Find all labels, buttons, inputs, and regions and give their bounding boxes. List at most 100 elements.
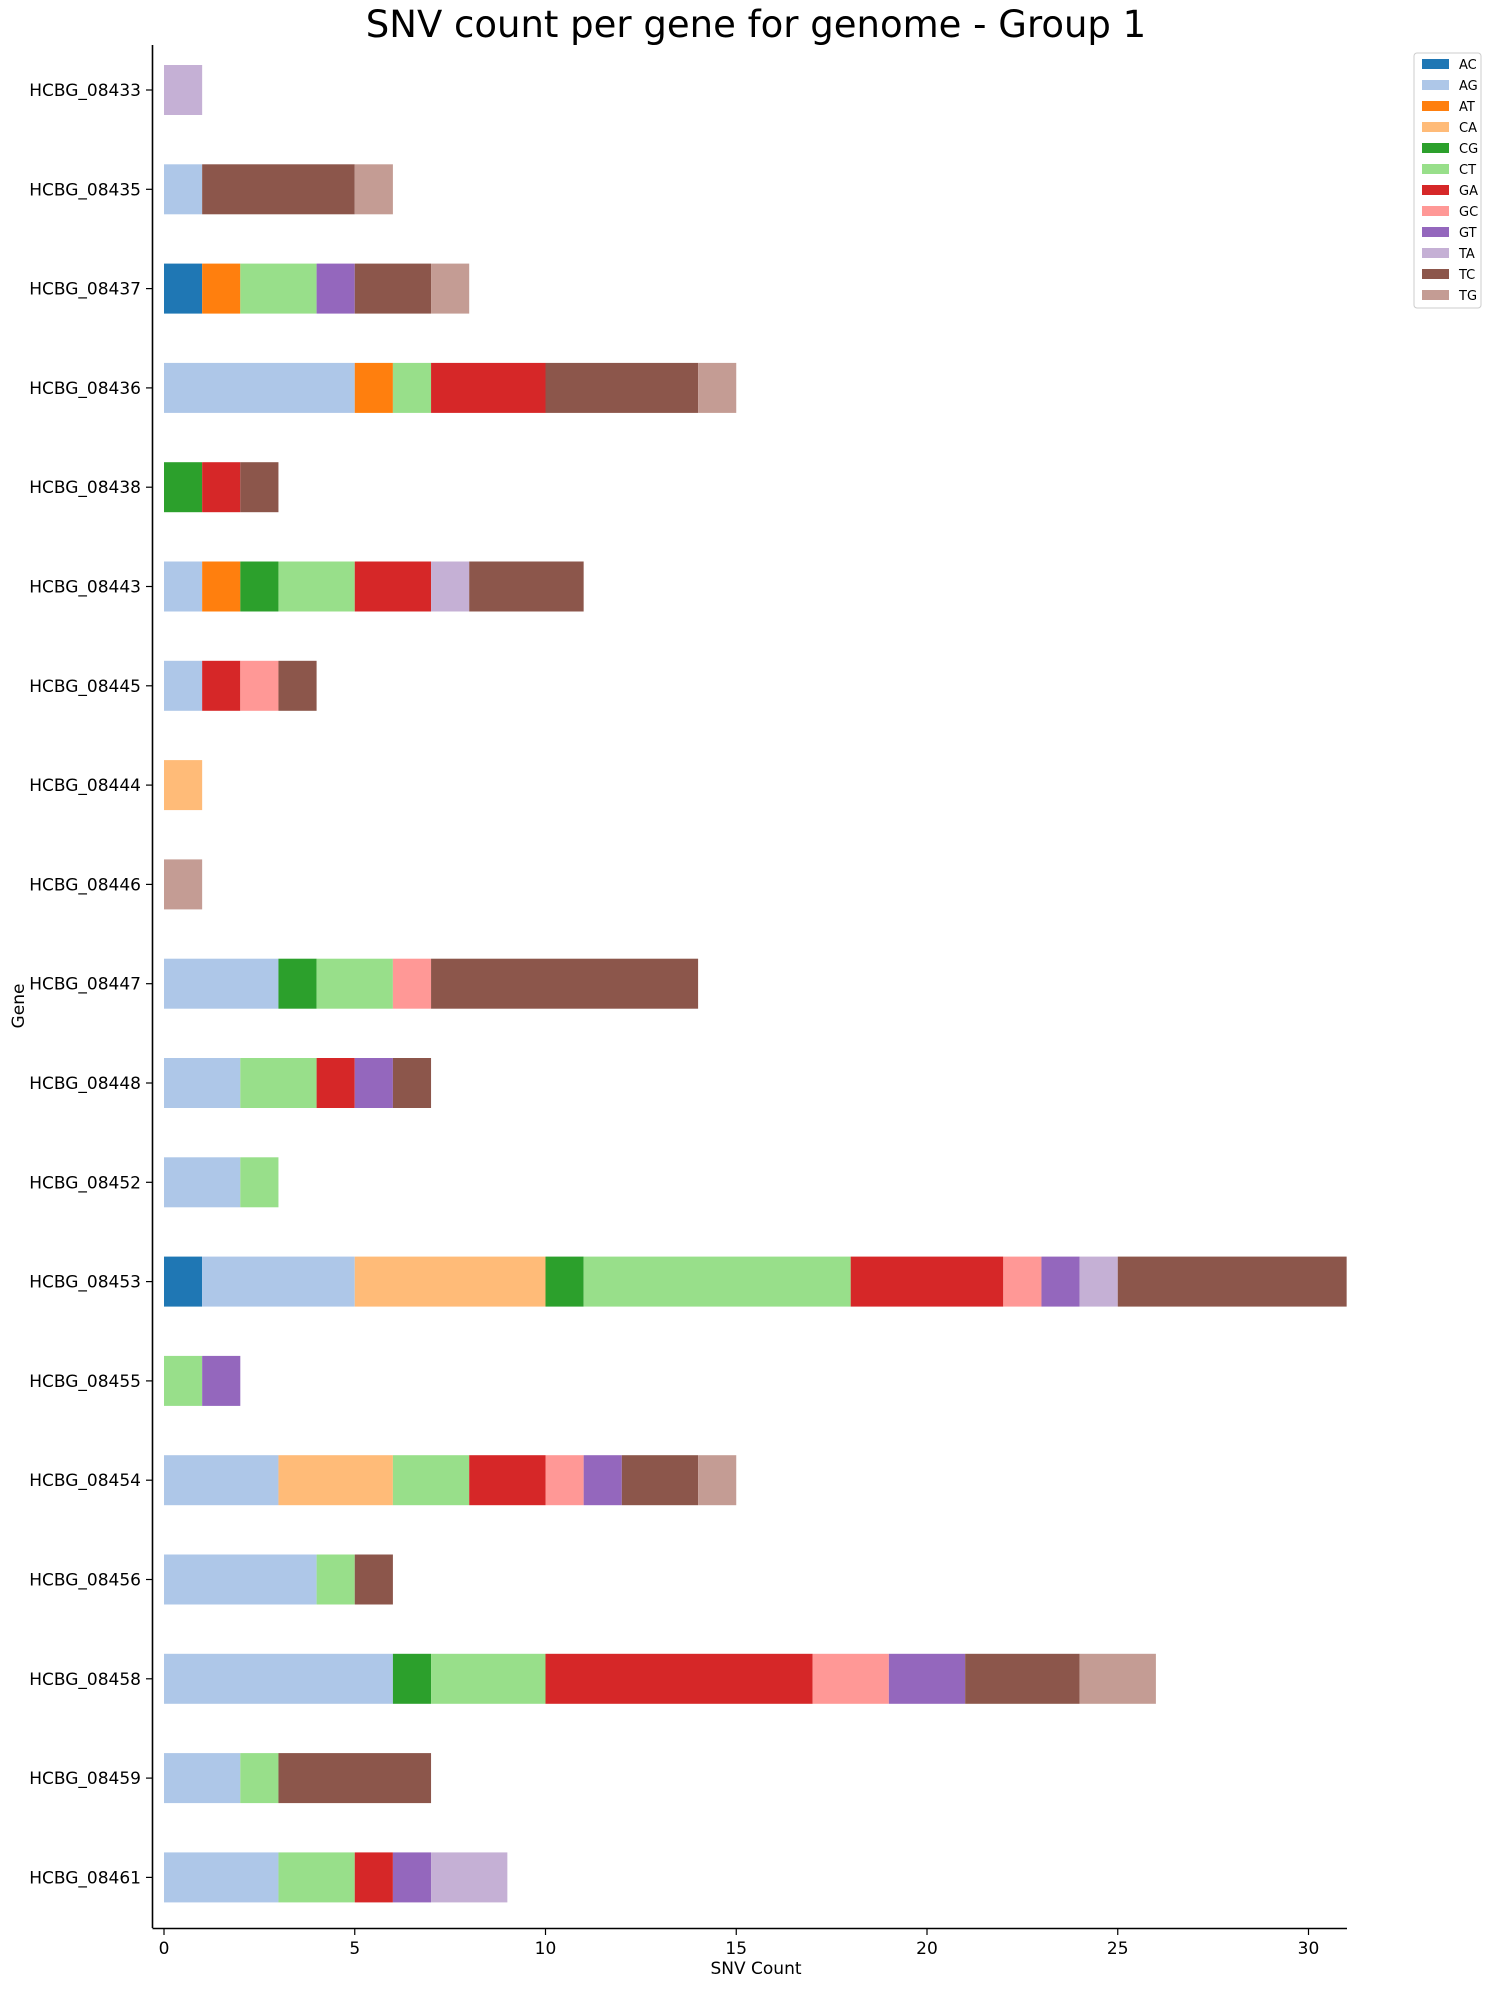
bar-segment-tc (1117, 1256, 1347, 1307)
bar-segment-ag (164, 561, 203, 612)
bar-segment-at (202, 263, 241, 314)
bar-segment-gt (888, 1653, 966, 1704)
bar-segment-cg (392, 1653, 432, 1704)
bar-segment-tg (164, 859, 203, 910)
x-tick-label: 10 (535, 1939, 557, 1959)
bar-segment-at (202, 561, 241, 612)
bar-segment-ca (164, 760, 203, 811)
bar-segment-ac (164, 1256, 203, 1307)
legend-label: CT (1459, 163, 1476, 178)
bar-segment-ga (545, 1653, 813, 1704)
y-tick-label: HCBG_08437 (29, 280, 141, 300)
bar-segment-ag (164, 660, 203, 711)
y-tick-label: HCBG_08455 (29, 1372, 141, 1392)
legend-swatch-ca (1422, 122, 1449, 132)
y-tick-label: HCBG_08459 (29, 1769, 141, 1789)
bar-segment-ga (469, 1455, 546, 1506)
y-tick-label: HCBG_08446 (29, 875, 141, 895)
bar-segment-ag (164, 362, 355, 413)
bar-segment-ag (164, 1753, 241, 1804)
x-axis-label: SNV Count (710, 1959, 801, 1979)
bar-segment-gc (545, 1455, 584, 1506)
legend-frame (1413, 52, 1482, 309)
bar-segment-ga (431, 362, 546, 413)
bar-segment-ct (392, 1455, 470, 1506)
legend-swatch-at (1422, 101, 1449, 111)
bar-segment-gt (202, 1355, 241, 1406)
bar-segment-cg (278, 958, 317, 1009)
bar-segment-gc (812, 1653, 889, 1704)
bar-segment-ga (354, 1852, 393, 1903)
bar-segment-ct (278, 1852, 355, 1903)
bar-segment-ca (354, 1256, 546, 1307)
bar-segment-tc (431, 958, 699, 1009)
legend-swatch-ag (1422, 80, 1449, 90)
legend-label: GC (1459, 205, 1478, 220)
bar-segment-tc (240, 462, 279, 513)
bar-segment-ct (240, 1157, 279, 1208)
bar-segment-tc (278, 660, 317, 711)
y-tick-label: HCBG_08452 (29, 1173, 141, 1193)
y-tick-label: HCBG_08444 (29, 776, 141, 796)
bar-segment-ga (202, 462, 241, 513)
bar-segment-ag (164, 1455, 279, 1506)
y-tick-label: HCBG_08458 (29, 1670, 141, 1690)
legend-swatch-ga (1422, 185, 1449, 195)
bar-segment-tg (698, 1455, 737, 1506)
bar-segment-ta (1079, 1256, 1118, 1307)
legend-swatch-tg (1422, 290, 1449, 300)
bar-segment-ga (202, 660, 241, 711)
x-ticks: 0 5 10 15 20 25 30 (159, 1928, 1319, 1959)
y-tick-label: HCBG_08436 (29, 379, 141, 399)
bar-segment-ta (164, 65, 203, 115)
x-tick-label: 20 (916, 1939, 938, 1959)
bar-segment-at (354, 362, 393, 413)
bar-segment-tg (354, 164, 393, 215)
bar-segment-ag (164, 1852, 279, 1903)
x-tick-label: 15 (725, 1939, 747, 1959)
chart-title: SNV count per gene for genome - Group 1 (366, 3, 1146, 46)
bar-segment-gc (240, 660, 279, 711)
bar-segment-tc (202, 164, 355, 215)
legend-swatch-cg (1422, 143, 1449, 153)
x-tick-label: 25 (1107, 1939, 1129, 1959)
y-tick-label: HCBG_08461 (29, 1868, 141, 1888)
bar-segment-tc (621, 1455, 699, 1506)
legend-label: GA (1459, 184, 1478, 199)
legend-swatch-gc (1422, 206, 1449, 216)
bar-segment-ag (164, 1058, 241, 1108)
bar-segment-cg (164, 462, 203, 513)
bar-segment-cg (240, 561, 279, 612)
bar-segment-cg (545, 1256, 584, 1307)
bar-segment-tc (545, 362, 699, 413)
legend-label: AG (1459, 79, 1478, 94)
bar-segment-tc (965, 1653, 1080, 1704)
bar-segment-ag (164, 1653, 393, 1704)
bar-segment-ct (316, 1554, 355, 1605)
legend-label: CG (1459, 142, 1478, 157)
y-tick-label: HCBG_08443 (29, 578, 141, 598)
bar-segment-ga (354, 561, 432, 612)
bar-segment-ac (164, 263, 203, 314)
bar-segment-tg (431, 263, 470, 314)
bar-segment-gt (583, 1455, 622, 1506)
y-tick-label: HCBG_08435 (29, 180, 141, 200)
axes-layer (151, 45, 1347, 1930)
bar-segment-gc (392, 958, 432, 1009)
bar-segment-ag (164, 1157, 241, 1208)
bar-segment-ga (850, 1256, 1004, 1307)
y-tick-label: HCBG_08445 (29, 677, 141, 697)
bar-segment-tc (354, 1554, 393, 1605)
legend-label: TG (1458, 289, 1477, 304)
bar-segment-ct (431, 1653, 546, 1704)
legend-swatch-ac (1422, 59, 1449, 69)
bar-segment-ct (240, 1753, 279, 1804)
bar-segment-gt (1041, 1256, 1080, 1307)
bar-segment-ct (240, 1058, 317, 1108)
bar-segment-tg (698, 362, 737, 413)
y-tick-label: HCBG_08438 (29, 478, 141, 498)
legend-label: GT (1459, 226, 1477, 241)
x-tick-label: 5 (349, 1939, 360, 1959)
legend-swatch-gt (1422, 227, 1449, 237)
